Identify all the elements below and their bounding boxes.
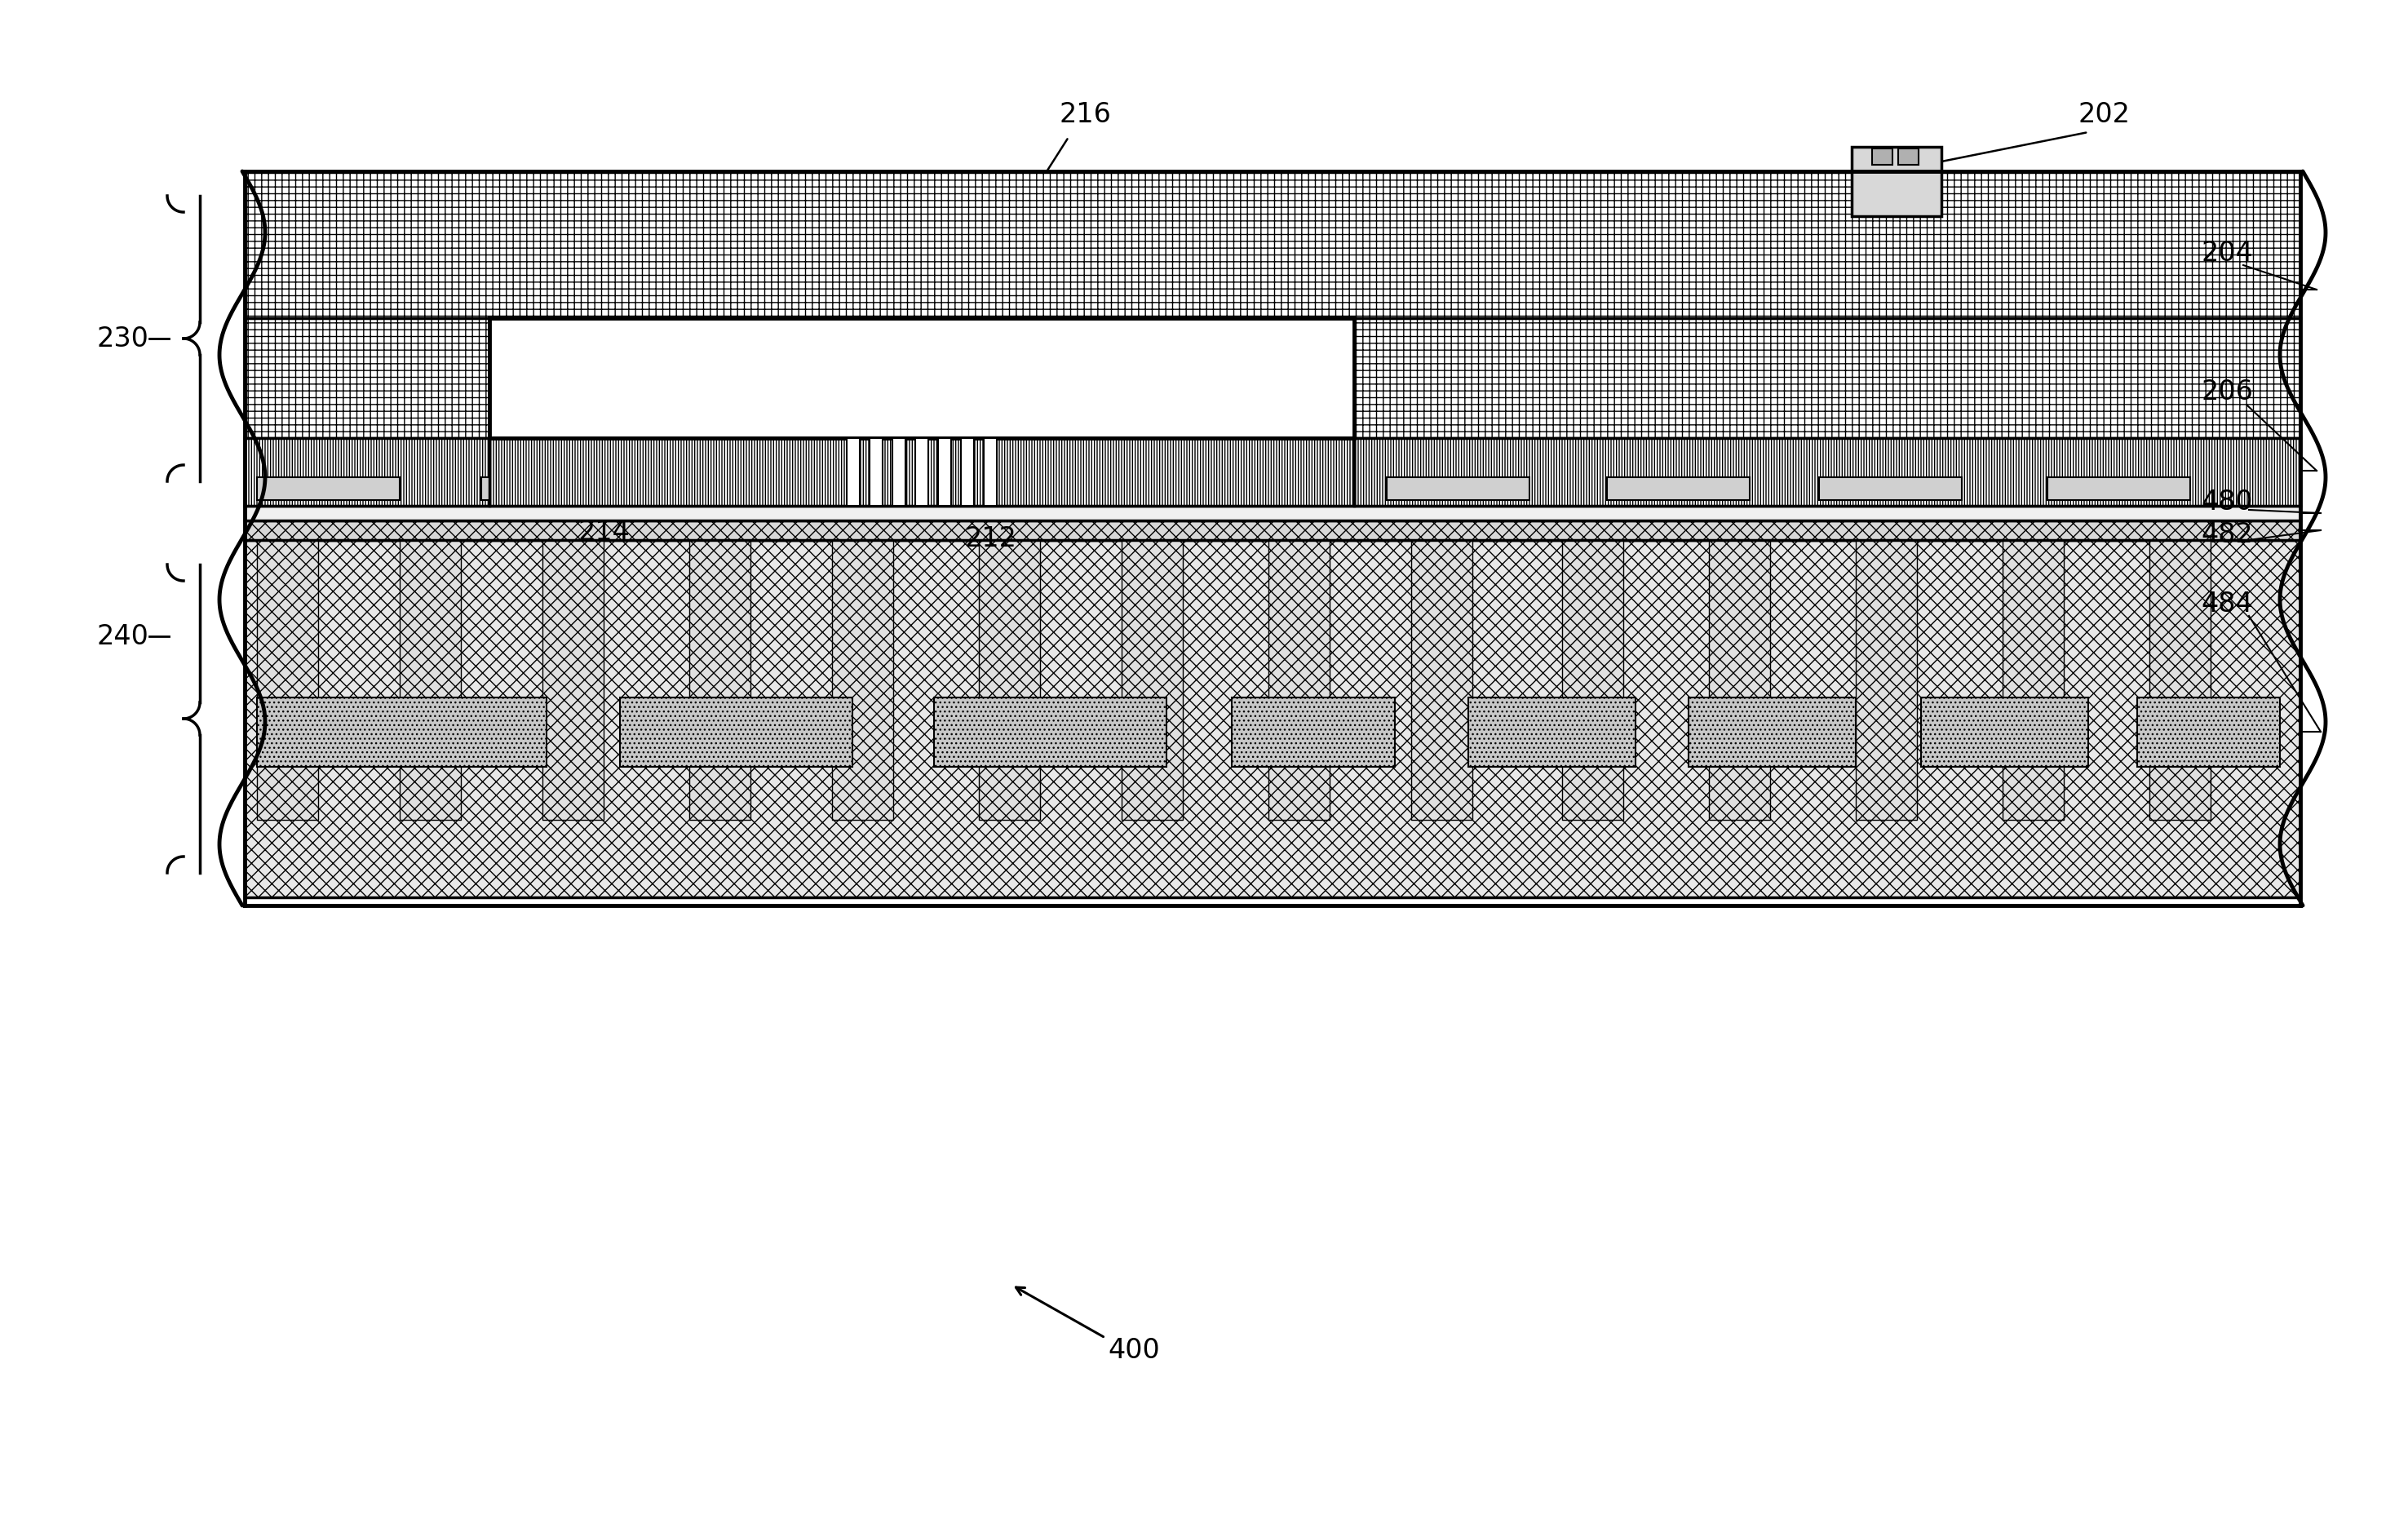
Bar bbox=[1563, 541, 1623, 820]
Bar bbox=[1688, 697, 1857, 768]
Bar bbox=[980, 541, 1040, 820]
Bar bbox=[1898, 149, 1919, 165]
Bar bbox=[2003, 541, 2064, 820]
Bar bbox=[1353, 319, 2300, 438]
Bar bbox=[939, 438, 951, 506]
Bar bbox=[1606, 478, 1751, 499]
Bar bbox=[915, 438, 929, 506]
Bar bbox=[1069, 478, 1194, 499]
Bar bbox=[1122, 541, 1182, 820]
Bar bbox=[482, 478, 607, 499]
Text: 204: 204 bbox=[2201, 239, 2254, 267]
Bar bbox=[246, 541, 2300, 898]
Bar bbox=[2138, 697, 2280, 768]
Bar bbox=[400, 541, 460, 820]
Text: 212: 212 bbox=[966, 525, 1016, 552]
Bar bbox=[1233, 697, 1394, 768]
Bar bbox=[246, 521, 2300, 541]
Bar bbox=[258, 478, 400, 499]
Text: 482: 482 bbox=[2201, 521, 2254, 548]
Bar bbox=[619, 697, 852, 768]
Bar bbox=[1871, 149, 1893, 165]
Bar bbox=[1857, 541, 1917, 820]
Bar bbox=[258, 697, 547, 768]
Text: 216: 216 bbox=[1060, 101, 1110, 127]
Bar bbox=[961, 438, 973, 506]
Text: 240: 240 bbox=[96, 624, 149, 650]
Bar bbox=[1353, 438, 2300, 506]
Text: 202: 202 bbox=[2078, 101, 2131, 127]
Bar bbox=[246, 172, 2300, 319]
Bar bbox=[985, 438, 997, 506]
Bar bbox=[1818, 478, 1963, 499]
Bar bbox=[1852, 147, 1941, 216]
Bar bbox=[489, 319, 1353, 438]
Bar bbox=[489, 438, 1353, 506]
Bar bbox=[848, 438, 860, 506]
Bar bbox=[1922, 697, 2088, 768]
Bar bbox=[689, 541, 751, 820]
Bar bbox=[2150, 541, 2211, 820]
Bar bbox=[2047, 478, 2191, 499]
Bar bbox=[1387, 478, 1529, 499]
Bar bbox=[860, 478, 987, 499]
Bar bbox=[246, 438, 489, 506]
Bar bbox=[246, 172, 2300, 905]
Text: 484: 484 bbox=[2201, 590, 2254, 617]
Text: 214: 214 bbox=[578, 518, 628, 545]
Bar bbox=[1269, 541, 1329, 820]
Text: 400: 400 bbox=[1108, 1336, 1161, 1363]
Bar bbox=[246, 437, 2300, 506]
Bar bbox=[934, 697, 1165, 768]
Text: 230: 230 bbox=[96, 325, 149, 352]
Bar bbox=[833, 541, 893, 820]
Bar bbox=[1710, 541, 1770, 820]
Text: 206: 206 bbox=[2201, 378, 2254, 404]
Text: 480: 480 bbox=[2201, 489, 2254, 515]
Bar bbox=[893, 438, 905, 506]
Bar bbox=[246, 319, 489, 438]
Bar bbox=[1411, 541, 1471, 820]
Bar bbox=[246, 506, 2300, 521]
Bar bbox=[1469, 697, 1635, 768]
Bar bbox=[258, 541, 318, 820]
Bar bbox=[542, 541, 604, 820]
Bar bbox=[869, 438, 884, 506]
